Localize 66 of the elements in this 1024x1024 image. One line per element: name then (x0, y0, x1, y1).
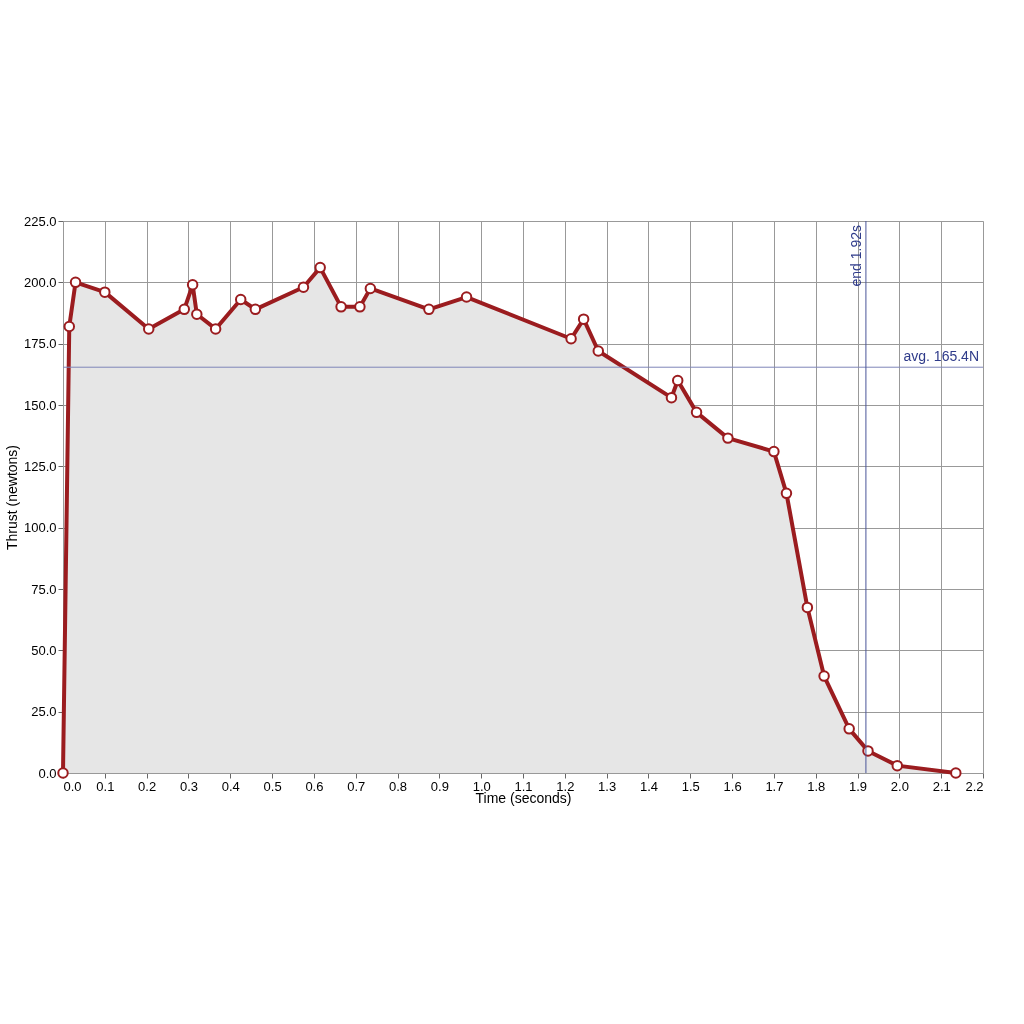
point (690, 406, 703, 419)
point (69, 276, 82, 289)
y-tick-label: 50.0 (31, 642, 57, 658)
x-tick-label: 0.7 (347, 778, 366, 794)
x-tick-label: 0.4 (221, 778, 240, 794)
y-tick-label: 25.0 (31, 704, 57, 720)
point (354, 301, 366, 313)
x-tick-label: 1.1 (514, 778, 533, 794)
point (592, 345, 605, 357)
point (209, 323, 222, 335)
point (577, 313, 590, 325)
point (950, 767, 962, 779)
point (234, 293, 247, 306)
x-tick-label: 2.0 (890, 778, 909, 794)
point (99, 286, 111, 298)
x-tick-label: 1.7 (765, 778, 784, 794)
point (335, 301, 347, 313)
point (364, 282, 377, 295)
y-tick-label: 100.0 (23, 520, 57, 536)
x-tick-label: 2.1 (932, 778, 951, 794)
point (722, 432, 734, 444)
point (178, 303, 191, 316)
ref-line-label: avg. 165.4N (903, 348, 979, 365)
x-tick-label: 0.9 (430, 778, 449, 794)
y-tick-label: 200.0 (23, 274, 57, 290)
x-tick-label: 1.8 (807, 778, 826, 794)
y-tick-label: 75.0 (31, 581, 57, 597)
x-tick-label: 0.0 (63, 778, 82, 794)
x-tick-label: 1.9 (849, 778, 868, 794)
point (843, 723, 855, 735)
point (186, 279, 199, 291)
point (423, 303, 435, 316)
point (565, 333, 577, 345)
point (63, 320, 76, 333)
x-tick-label: 0.1 (96, 778, 115, 794)
point (671, 374, 684, 387)
point (891, 759, 904, 772)
point (191, 308, 203, 320)
y-tick-label: 150.0 (23, 397, 57, 413)
ref-line-label: end 1.92s (847, 225, 864, 287)
x-tick-label: 0.5 (263, 778, 282, 794)
x-tick-label: 1.4 (639, 778, 658, 794)
x-tick-label: 0.3 (179, 778, 198, 794)
y-tick-label: 175.0 (23, 336, 57, 352)
point (297, 281, 310, 293)
x-tick-label: 1.6 (723, 778, 742, 794)
y-tick-label: 225.0 (23, 213, 57, 229)
x-tick-label: 0.2 (138, 778, 157, 794)
y-tick-label: 0.0 (38, 765, 57, 781)
point (142, 323, 155, 335)
point (314, 261, 326, 274)
point (249, 303, 262, 316)
x-tick-label: 0.8 (389, 778, 408, 794)
y-tick-label: 125.0 (23, 458, 57, 474)
point (780, 487, 793, 500)
x-tick-label: 2.2 (965, 778, 984, 794)
point (801, 601, 814, 614)
point (768, 445, 780, 458)
x-tick-label: 0.6 (305, 778, 324, 794)
point (818, 670, 830, 682)
y-axis-title: Thrust (newtons) (3, 444, 20, 551)
x-tick-label: 1.5 (681, 778, 700, 794)
point (460, 291, 473, 303)
point (665, 391, 678, 404)
point (57, 767, 69, 779)
x-tick-label: 1.3 (598, 778, 617, 794)
